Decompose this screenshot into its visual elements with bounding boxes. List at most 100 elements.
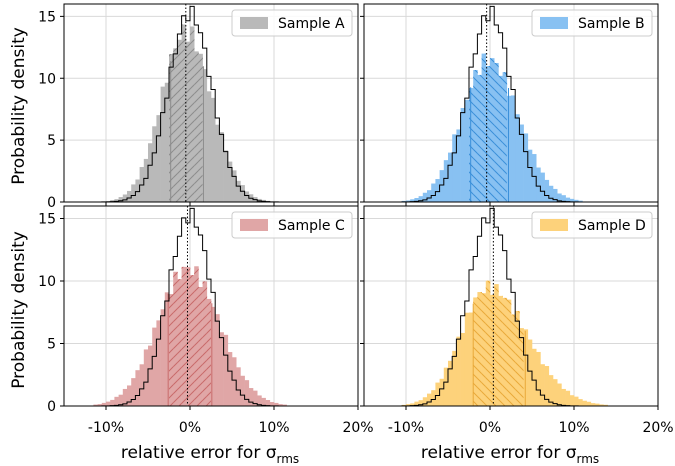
histogram-bar <box>439 170 445 202</box>
histogram-bar <box>544 179 550 202</box>
histogram-bar <box>131 184 136 202</box>
legend-swatch <box>240 219 268 231</box>
y-tick-label: 5 <box>47 337 56 353</box>
histogram-bar <box>101 402 107 406</box>
hatched-bar <box>506 299 512 406</box>
histogram-bar <box>515 114 520 202</box>
y-tick-label: 15 <box>38 9 56 25</box>
histogram-bar <box>240 185 245 202</box>
histogram-bar <box>435 382 440 406</box>
histogram-bar <box>578 200 583 202</box>
hatched-bar <box>185 41 191 202</box>
histogram-bar <box>595 403 600 406</box>
histogram-bar <box>431 183 436 202</box>
legend-label: Sample C <box>278 218 345 234</box>
histogram-bar <box>590 403 596 406</box>
histogram-bar <box>240 375 245 406</box>
hatched-bar <box>169 54 174 202</box>
hatched-bar <box>519 328 524 406</box>
hatched-bar <box>181 266 187 406</box>
histogram-bar <box>265 400 271 406</box>
hatched-bar <box>181 24 187 202</box>
histogram-bar <box>523 133 529 202</box>
histogram-bar <box>215 314 220 406</box>
histogram-bar <box>527 339 533 406</box>
legend: Sample D <box>531 211 653 239</box>
histogram-bar <box>143 349 149 406</box>
legend-box <box>531 211 653 239</box>
hatched-bar <box>481 293 487 406</box>
x-tick-label: 0% <box>179 420 201 436</box>
histogram-bar <box>164 82 170 202</box>
histogram-bar <box>548 185 554 202</box>
histogram-bar <box>406 200 411 202</box>
histogram-bar <box>574 199 579 202</box>
histogram-bar <box>156 115 161 202</box>
histogram-bar <box>435 179 440 202</box>
histogram-bar <box>206 91 212 202</box>
histogram-bar <box>431 390 436 406</box>
x-axis-label-left-sub: rms <box>276 452 299 466</box>
histogram-bar <box>236 180 241 202</box>
histogram-bar <box>143 158 149 202</box>
histogram-bar <box>569 198 575 202</box>
axes-frame <box>63 205 359 407</box>
hatched-bar <box>177 279 182 406</box>
panel-sample-a: 0 5 10 15 Sample A <box>38 3 359 211</box>
hatched-bar <box>511 314 516 406</box>
hatched-bar <box>473 70 478 202</box>
histogram-bar <box>261 397 266 406</box>
legend-label: Sample B <box>578 16 645 32</box>
histogram-bar <box>548 375 554 406</box>
histogram-bar <box>211 306 216 406</box>
hatched-bar <box>177 39 182 202</box>
histogram-bar <box>557 193 562 202</box>
histogram-bar <box>248 388 254 406</box>
legend: Sample B <box>531 9 653 37</box>
histogram-bar <box>127 385 132 406</box>
histogram-bar <box>427 190 432 202</box>
hatched-bar <box>190 275 195 406</box>
legend-label: Sample A <box>278 16 345 32</box>
plot-area <box>72 206 354 406</box>
plot-area <box>372 4 654 202</box>
hatched-bar <box>173 48 178 202</box>
legend-label: Sample D <box>578 218 646 234</box>
histogram-bar <box>427 393 432 406</box>
histogram-bar <box>414 401 419 406</box>
hatched-bar <box>490 294 495 406</box>
y-tick-label: 0 <box>47 195 56 211</box>
histogram-bar <box>164 292 170 406</box>
histogram-bar <box>418 400 424 406</box>
histogram-bar <box>223 334 229 406</box>
histogram-bar <box>219 132 224 202</box>
hatched-bar <box>490 58 495 202</box>
histogram-bar <box>406 404 411 406</box>
histogram-bar <box>219 332 224 406</box>
histogram-bar <box>439 378 445 406</box>
histogram-bar <box>244 380 250 406</box>
histogram-bar <box>139 167 145 202</box>
histogram-bar <box>135 179 140 202</box>
x-tick-label: 20% <box>342 420 373 436</box>
axes-frame <box>363 3 659 203</box>
hatched-bar <box>502 297 508 406</box>
histogram-bar <box>227 352 233 406</box>
y-tick-label: 10 <box>38 274 56 290</box>
histogram-bar <box>93 404 98 406</box>
histogram-bar <box>232 170 237 202</box>
histogram-bar <box>410 199 415 202</box>
histogram-bar <box>532 348 537 406</box>
histogram-bar <box>152 327 157 406</box>
histogram-bar <box>582 400 587 406</box>
hatched-bar <box>494 62 499 202</box>
histogram-bar <box>122 194 128 202</box>
legend-box <box>231 9 353 37</box>
histogram-bar <box>448 152 453 202</box>
axes-frame <box>363 205 659 407</box>
histogram-bar <box>139 364 145 406</box>
histogram-bar <box>536 351 541 406</box>
histogram-bar <box>253 390 258 406</box>
histogram-bar <box>565 390 571 406</box>
histogram-bar <box>97 404 103 406</box>
